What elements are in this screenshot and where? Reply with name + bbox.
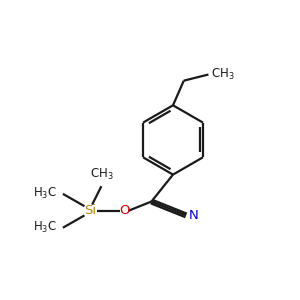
Text: H$_3$C: H$_3$C (33, 220, 58, 235)
Text: H$_3$C: H$_3$C (33, 186, 58, 201)
Text: CH$_3$: CH$_3$ (211, 67, 234, 82)
Text: N: N (189, 209, 199, 222)
Text: CH$_3$: CH$_3$ (90, 167, 114, 182)
Text: Si: Si (84, 204, 96, 217)
Text: O: O (119, 204, 130, 217)
